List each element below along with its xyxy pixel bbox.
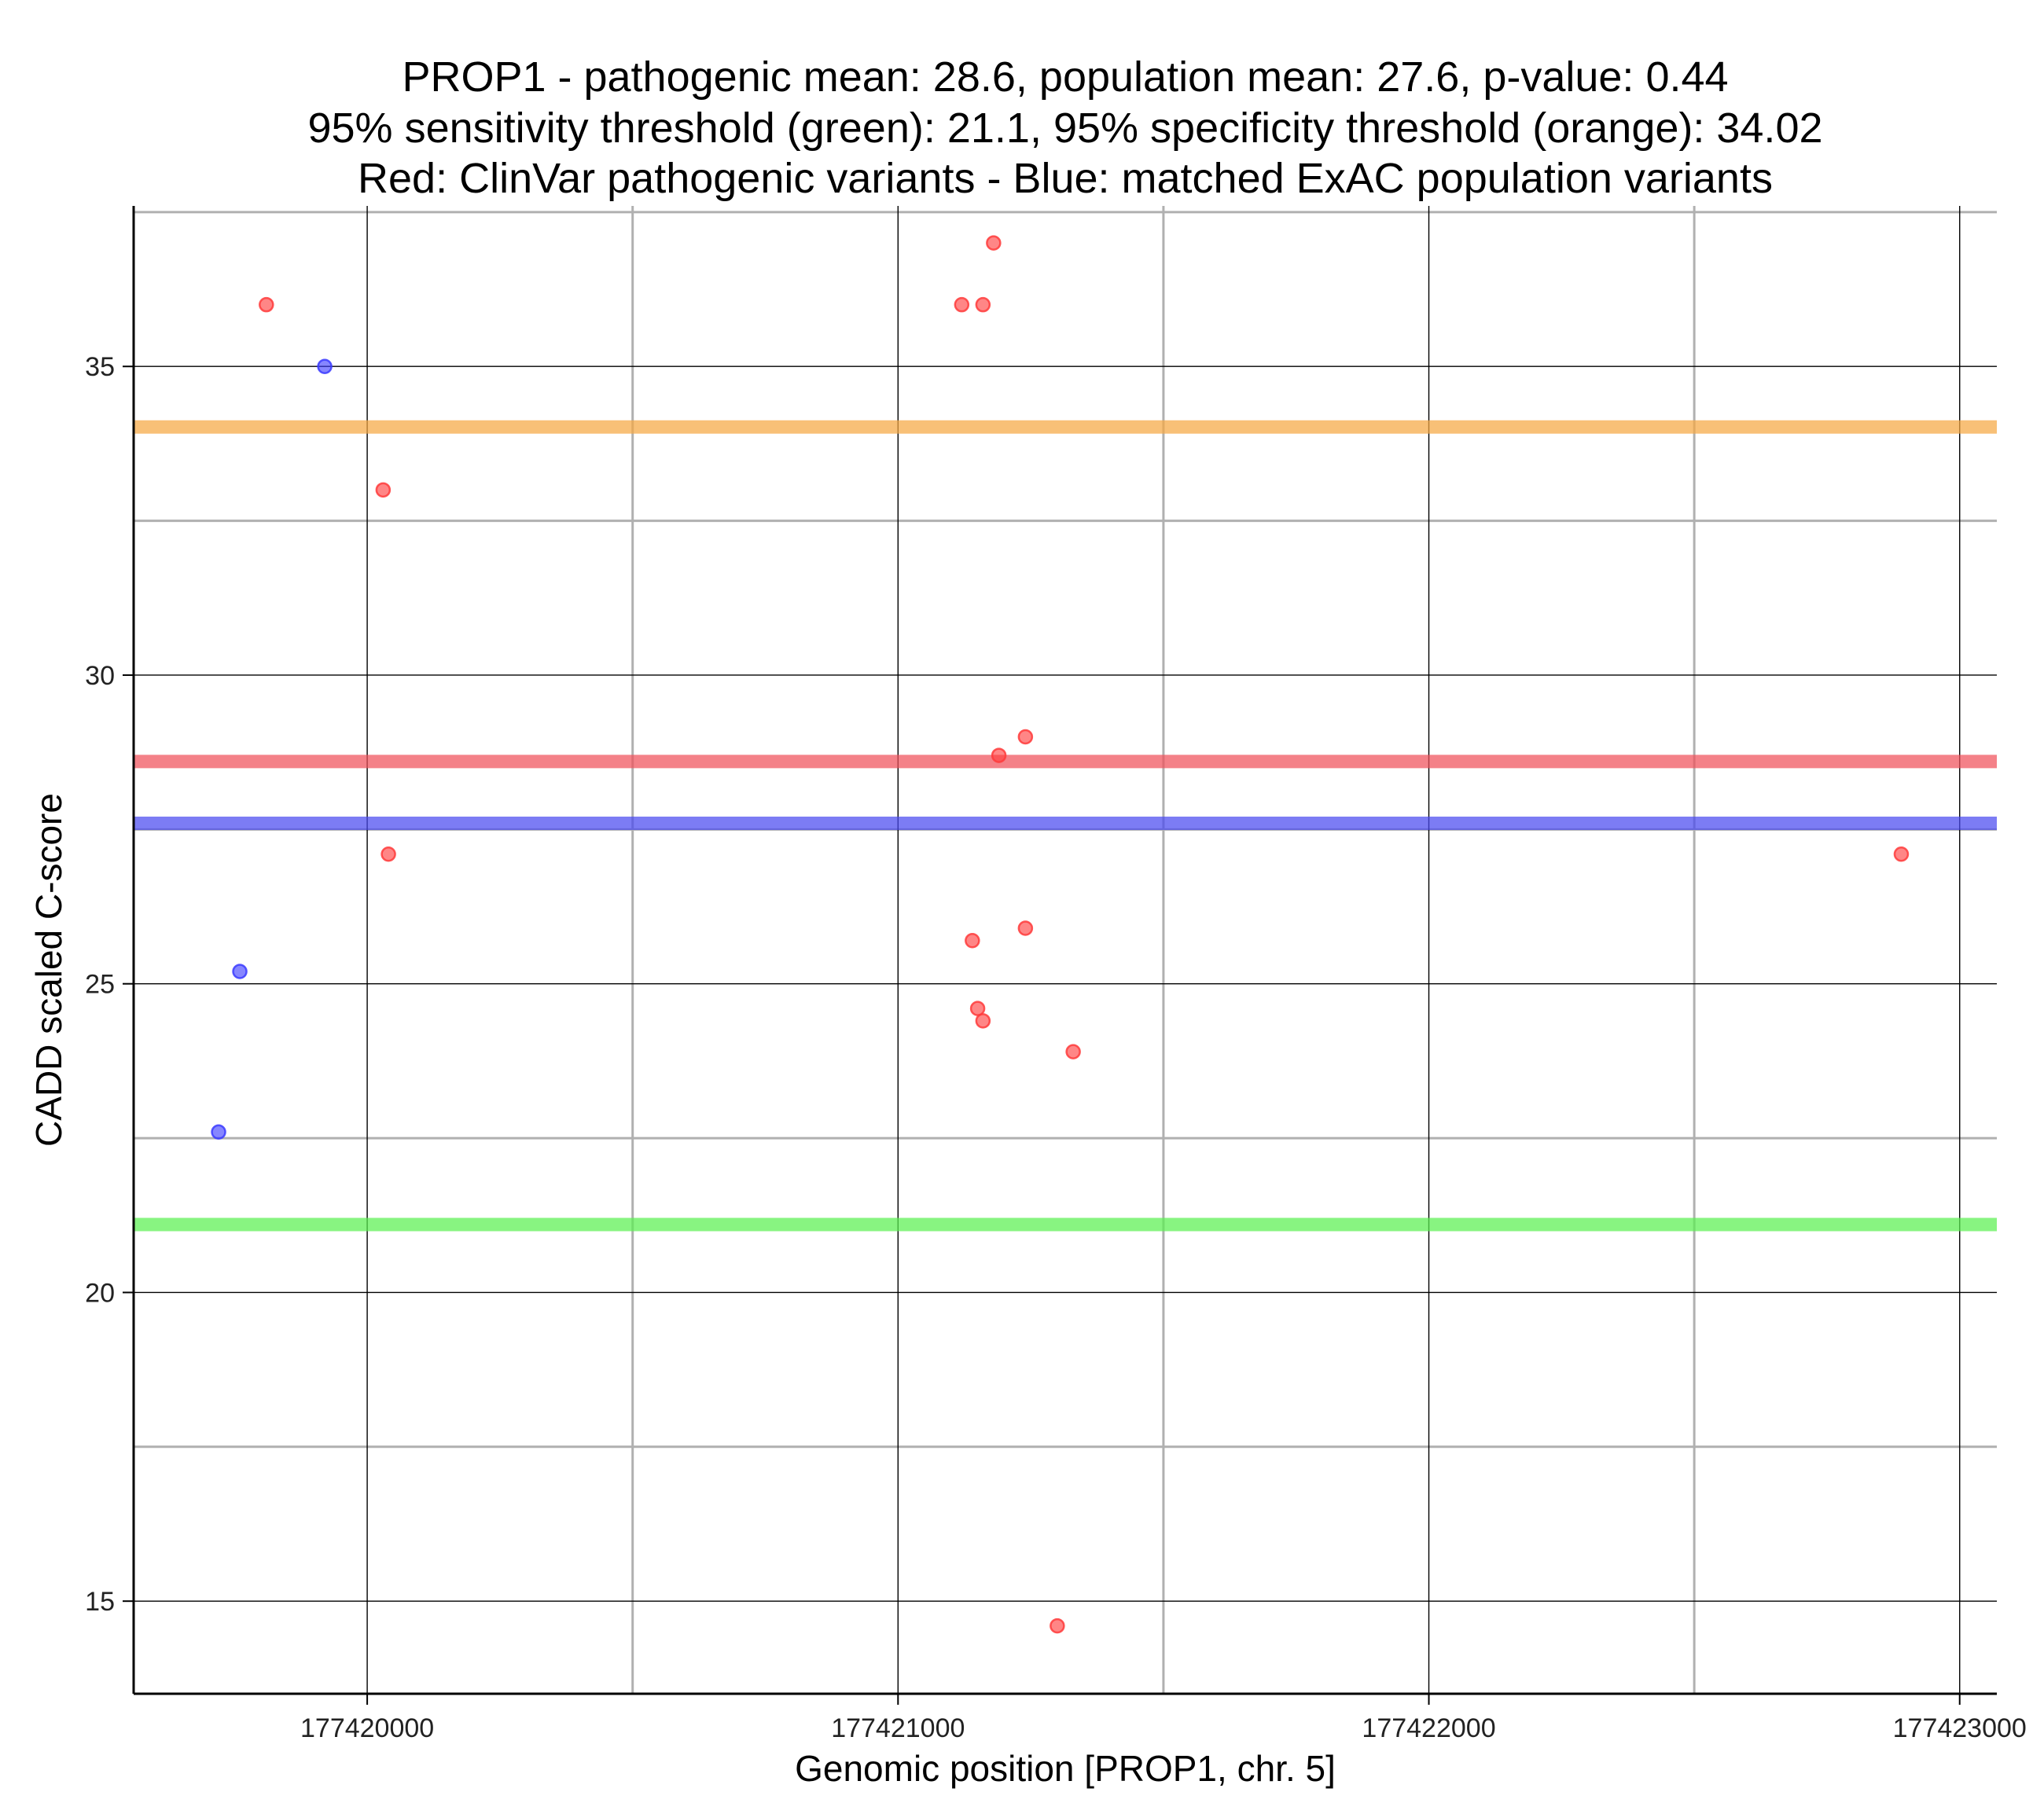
y-axis-label: CADD scaled C-score xyxy=(28,793,69,1147)
x-axis-label: Genomic position [PROP1, chr. 5] xyxy=(795,1748,1336,1789)
y-tick-label: 15 xyxy=(85,1587,115,1617)
y-tick-label: 25 xyxy=(85,970,115,1000)
y-tick-label: 35 xyxy=(85,352,115,382)
pathogenic-point xyxy=(975,296,991,313)
pathogenic-point xyxy=(969,1001,986,1016)
pathogenic-point xyxy=(965,932,980,949)
y-tick-label: 20 xyxy=(85,1278,115,1308)
pathogenic-point xyxy=(991,747,1007,763)
population-point xyxy=(211,1124,226,1140)
x-tick-label: 177421000 xyxy=(831,1713,965,1743)
title-line-2: 95% sensitivity threshold (green): 21.1,… xyxy=(307,105,1822,152)
pathogenic-point xyxy=(1065,1044,1081,1059)
y-tick-label: 30 xyxy=(85,661,115,691)
chart-title: PROP1 - pathogenic mean: 28.6, populatio… xyxy=(307,53,1822,202)
x-tick-label: 177420000 xyxy=(300,1713,434,1743)
title-line-1: PROP1 - pathogenic mean: 28.6, populatio… xyxy=(402,53,1728,101)
pathogenic-point xyxy=(1017,920,1034,936)
tick-labels: 177420000 177421000 177422000 177423000 15 20… xyxy=(85,352,2027,1743)
pathogenic-point xyxy=(380,846,396,862)
pathogenic-point xyxy=(975,1013,991,1029)
axes xyxy=(123,206,1997,1705)
pathogenic-point xyxy=(375,482,392,498)
pathogenic-point xyxy=(1893,846,1910,862)
population-point xyxy=(317,358,333,374)
pathogenic-point xyxy=(1017,729,1034,745)
reference-lines xyxy=(134,420,1997,1232)
pathogenic-point xyxy=(259,296,274,313)
pathogenic-point xyxy=(1050,1618,1065,1634)
pathogenic-point xyxy=(986,235,1002,251)
pathogenic-point xyxy=(954,296,970,313)
x-tick-label: 177422000 xyxy=(1362,1713,1495,1743)
data-points xyxy=(211,235,1910,1634)
x-tick-label: 177423000 xyxy=(1893,1713,2027,1743)
major-gridlines xyxy=(134,206,1997,1694)
population-point xyxy=(232,964,248,979)
title-line-3: Red: ClinVar pathogenic variants - Blue:… xyxy=(358,155,1773,202)
